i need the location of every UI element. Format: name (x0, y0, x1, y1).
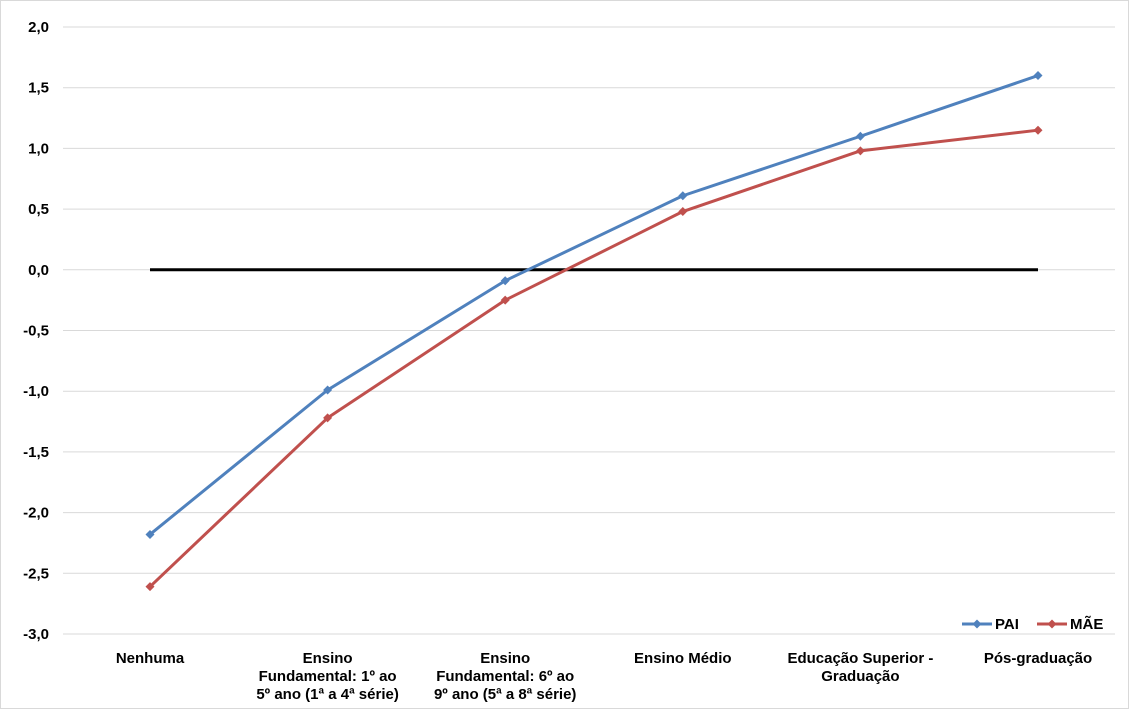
x-category-label: Ensino (480, 650, 530, 667)
y-tick-label: -2,5 (23, 565, 49, 582)
y-axis-ticks: 2,0 1,5 1,0 0,5 0,0 -0,5 -1,0 -1,5 -2,0 -2,5 -3,0 (23, 19, 49, 643)
legend-marker (1047, 619, 1057, 629)
x-category-label: Pós-graduação (984, 650, 1092, 667)
x-category-label: Fundamental: 1º ao (259, 668, 397, 685)
legend-marker (972, 619, 982, 629)
y-tick-label: -0,5 (23, 323, 49, 340)
y-tick-label: 0,5 (28, 201, 49, 218)
legend: PAI MÃE (962, 615, 1103, 633)
data-point (678, 207, 688, 217)
series-lines (145, 71, 1043, 592)
x-category-label: Ensino (303, 650, 353, 667)
x-category-label: Ensino Médio (634, 650, 732, 667)
data-point (1033, 71, 1043, 81)
x-category-label: Graduação (821, 668, 899, 685)
x-category-label: Fundamental: 6º ao (436, 668, 574, 685)
x-category-label: 9º ano (5ª a 8ª série) (434, 686, 576, 703)
data-point (500, 295, 510, 305)
data-point (145, 529, 155, 539)
x-category-label: Educação Superior - (787, 650, 933, 667)
y-tick-label: 1,0 (28, 140, 49, 157)
data-point (1033, 125, 1043, 135)
y-tick-label: 0,0 (28, 262, 49, 279)
series-line-1 (148, 128, 1039, 588)
data-point (855, 131, 865, 141)
series-line-0 (149, 74, 1039, 536)
gridlines (63, 26, 1115, 635)
data-point (678, 191, 688, 201)
y-tick-label: -1,0 (23, 383, 49, 400)
x-category-label: 5º ano (1ª a 4ª série) (256, 686, 398, 703)
data-point (323, 385, 333, 395)
y-tick-label: -3,0 (23, 626, 49, 643)
y-tick-label: -1,5 (23, 444, 49, 461)
y-tick-label: 2,0 (28, 19, 49, 36)
y-tick-label: 1,5 (28, 80, 49, 97)
data-point (145, 582, 155, 592)
y-tick-label: -2,0 (23, 505, 49, 522)
data-point (323, 413, 333, 423)
legend-label: PAI (995, 616, 1019, 633)
data-point (855, 146, 865, 156)
x-category-label: Nenhuma (116, 650, 185, 667)
data-point (500, 276, 510, 286)
legend-label: MÃE (1070, 615, 1103, 633)
